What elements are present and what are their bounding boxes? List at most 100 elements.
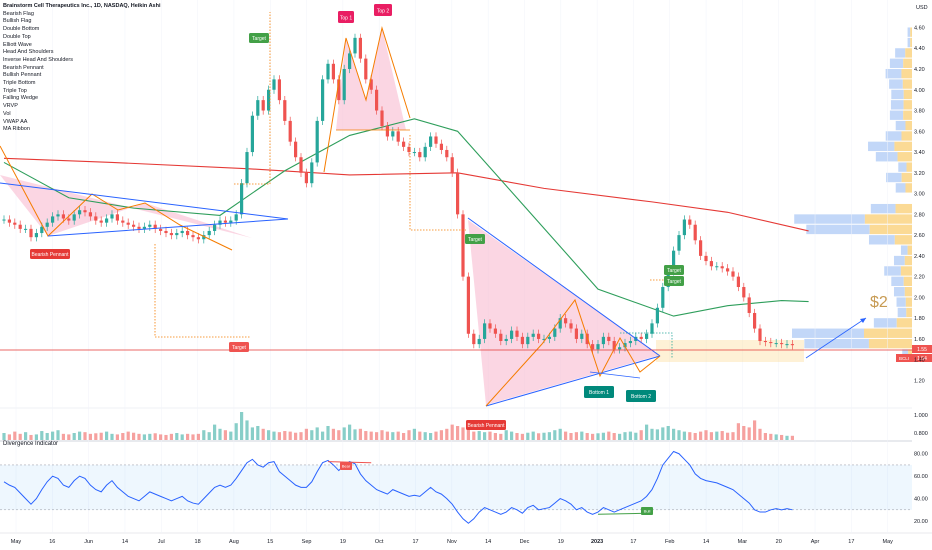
- legend-item[interactable]: Double Bottom: [3, 26, 40, 33]
- volume-bar: [564, 431, 568, 440]
- x-tick-label: Dec: [520, 539, 530, 545]
- candle-body: [380, 110, 384, 127]
- candle-body: [175, 233, 179, 236]
- vrvp-bar-buy: [896, 297, 906, 307]
- label-target-1-bg: [249, 33, 269, 43]
- candle-body: [245, 152, 249, 184]
- x-tick-label: May: [11, 539, 22, 545]
- vrvp-bar-buy: [893, 287, 905, 297]
- candle-body: [639, 336, 643, 339]
- volume-bar: [72, 433, 76, 440]
- candle-body: [375, 89, 379, 111]
- label-bottom-1-bg: [584, 386, 614, 398]
- candle-body: [321, 79, 325, 121]
- candle-body: [24, 228, 28, 230]
- candle-body: [531, 333, 535, 337]
- legend-item[interactable]: Head And Shoulders: [3, 49, 54, 56]
- volume-bar: [304, 428, 308, 440]
- candle-body: [369, 79, 373, 90]
- legend-item[interactable]: VWAP AA: [3, 118, 28, 125]
- candle-body: [234, 214, 238, 221]
- volume-bar: [2, 433, 6, 440]
- label-target-2-bg: [465, 234, 485, 244]
- volume-bar: [331, 428, 335, 440]
- volume-bar: [391, 432, 395, 440]
- candle-body: [412, 152, 416, 154]
- volume-bar: [56, 430, 60, 440]
- candle-body: [186, 230, 190, 236]
- legend-item[interactable]: Triple Top: [3, 87, 27, 94]
- candle-body: [223, 220, 227, 223]
- volume-bar: [504, 430, 508, 440]
- volume-bar: [407, 430, 411, 440]
- vrvp-bar-buy: [870, 203, 896, 214]
- candle-body: [439, 143, 443, 150]
- vrvp-bar-sell: [910, 37, 912, 48]
- target-dotted-5: [620, 332, 673, 358]
- candle-body: [688, 219, 692, 225]
- candle-body: [601, 336, 605, 345]
- volume-bar: [115, 434, 119, 440]
- price-scale[interactable]: [912, 0, 932, 550]
- legend-item[interactable]: MA Ribbon: [3, 126, 30, 133]
- legend-item[interactable]: Vol: [3, 110, 11, 117]
- target-dotted-1: [234, 12, 271, 185]
- candle-body: [29, 228, 33, 238]
- volume-bar: [385, 431, 389, 440]
- candle-body: [121, 220, 125, 223]
- volume-bar: [99, 432, 103, 440]
- vrvp-bar-buy: [897, 307, 907, 318]
- indicator-list: Bearish Flag Bullish Flag Double Bottom Dou…: [3, 11, 161, 134]
- x-tick-label: 14: [485, 539, 491, 545]
- volume-bar: [499, 433, 503, 440]
- candle-body: [310, 162, 314, 184]
- vrvp-bar-buy: [885, 68, 902, 79]
- legend-item[interactable]: Bullish Pennant: [3, 72, 42, 79]
- legend-item[interactable]: Bearish Flag: [3, 10, 34, 17]
- legend-item[interactable]: Bearish Pennant: [3, 64, 44, 71]
- x-tick-label: 19: [558, 539, 564, 545]
- volume-bar: [731, 432, 735, 440]
- legend-item[interactable]: Bullish Flag: [3, 18, 32, 25]
- candle-body: [618, 347, 622, 350]
- vrvp-bar-sell: [900, 266, 912, 276]
- candle-body: [240, 183, 244, 215]
- volume-bar: [715, 431, 719, 440]
- volume-bar: [439, 430, 443, 440]
- candle-body: [267, 89, 271, 111]
- legend-item[interactable]: Elliott Wave: [3, 41, 32, 48]
- price-tick-label: 1.20: [914, 378, 925, 384]
- vrvp-bar-buy: [806, 224, 870, 235]
- label-target-4-bg: [664, 276, 684, 286]
- candle-body: [353, 37, 357, 54]
- candle-body: [40, 226, 44, 234]
- volume-bar: [223, 430, 227, 440]
- candle-body: [67, 218, 71, 221]
- vrvp-profile: [792, 27, 912, 359]
- candle-body: [558, 318, 562, 329]
- legend-item[interactable]: Inverse Head And Shoulders: [3, 56, 74, 63]
- legend-item[interactable]: Falling Wedge: [3, 95, 39, 102]
- osc-tick-label: 60.00: [914, 474, 928, 480]
- volume-bar: [148, 433, 152, 440]
- volume-bar: [612, 433, 616, 440]
- label-target-5-bg: [229, 342, 249, 352]
- volume-bar: [531, 431, 535, 440]
- candle-body: [337, 79, 341, 101]
- candle-body: [774, 343, 778, 345]
- vrvp-bar-buy: [889, 110, 904, 120]
- volume-bar: [650, 428, 654, 440]
- candle-body: [607, 336, 611, 342]
- x-tick-label: Nov: [447, 539, 457, 545]
- price-tick-label: 3.80: [914, 109, 925, 115]
- legend-item[interactable]: Triple Bottom: [3, 80, 36, 87]
- candle-body: [213, 224, 217, 231]
- candle-body: [142, 226, 146, 229]
- candle-body: [661, 287, 665, 308]
- candle-body: [418, 152, 422, 158]
- x-tick-label: 14: [703, 539, 709, 545]
- legend-item[interactable]: Double Top: [3, 33, 31, 40]
- vrvp-bar-buy: [868, 141, 895, 152]
- legend-item[interactable]: VRVP: [3, 103, 18, 110]
